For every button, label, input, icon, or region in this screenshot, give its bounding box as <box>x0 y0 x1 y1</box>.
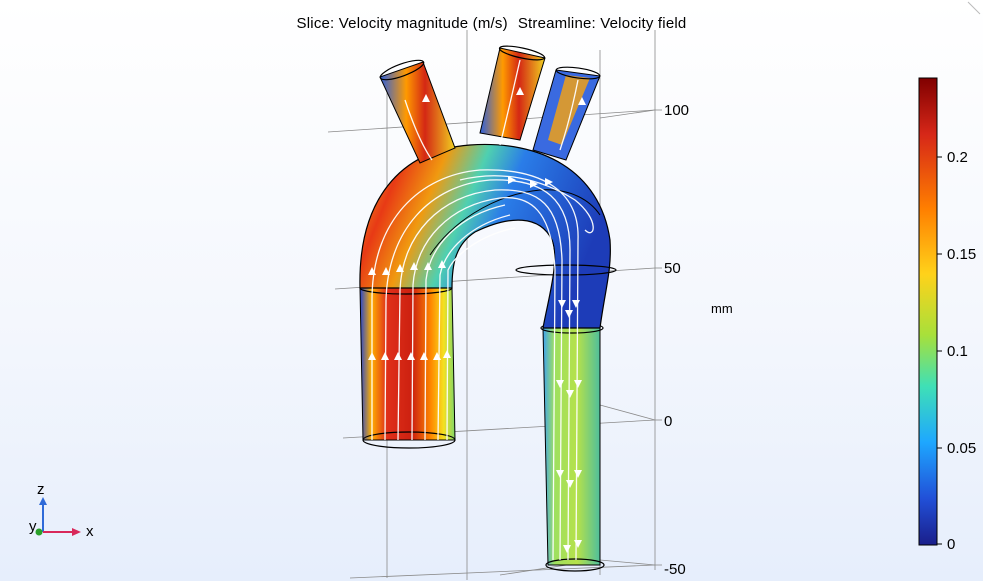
z-tick-50: 50 <box>664 260 681 277</box>
z-axis-unit: mm <box>711 301 733 316</box>
colorbar-tick-0-2: 0.2 <box>947 149 968 166</box>
axis-triad: z x y <box>29 481 94 540</box>
colorbar-tick-0-1: 0.1 <box>947 343 968 360</box>
descending-aorta <box>540 322 605 572</box>
streamline-arrows <box>368 87 586 553</box>
z-tick-0: 0 <box>664 413 672 430</box>
streamlines <box>371 59 594 561</box>
z-axis-ticks: 100 50 0 -50 mm <box>664 102 733 578</box>
slice-title: Slice: Velocity magnitude (m/s) <box>296 15 508 32</box>
z-tick-100: 100 <box>664 102 689 119</box>
triad-y-label: y <box>29 518 37 535</box>
triad-z-label: z <box>37 481 45 498</box>
colorbar-tick-0: 0 <box>947 536 955 553</box>
colorbar-tick-0-05: 0.05 <box>947 440 976 457</box>
triad-x-label: x <box>86 523 94 540</box>
streamline-title: Streamline: Velocity field <box>517 15 687 32</box>
plot-title: Slice: Velocity magnitude (m/s) Streamlin… <box>0 15 983 32</box>
ascending-aorta <box>359 281 456 449</box>
z-tick-neg50: -50 <box>664 561 686 578</box>
colorbar-tick-0-15: 0.15 <box>947 246 976 263</box>
corner-arrow-icon <box>967 1 981 15</box>
colorbar: 0.2 0.15 0.1 0.05 0 <box>918 77 976 553</box>
